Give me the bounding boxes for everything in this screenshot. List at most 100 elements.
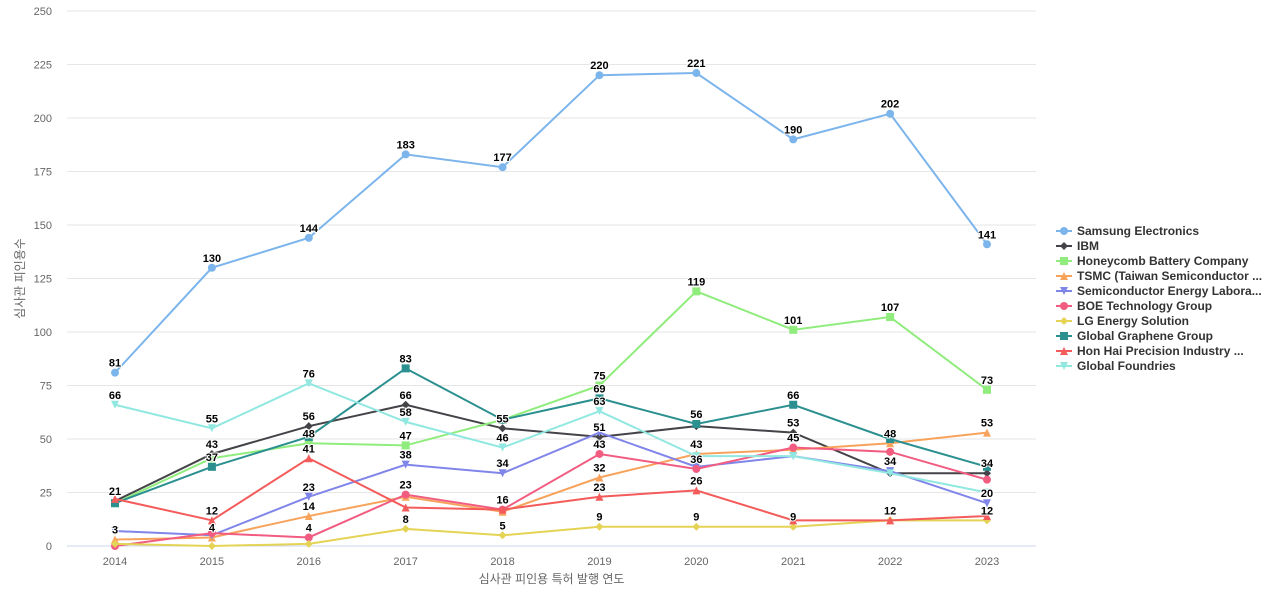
legend-marker-icon	[1060, 317, 1068, 325]
data-label: 81	[109, 358, 121, 370]
data-point	[595, 522, 604, 531]
data-label: 48	[303, 428, 315, 440]
data-point	[595, 449, 604, 458]
data-point	[498, 505, 507, 514]
data-point	[983, 499, 991, 508]
data-label: 41	[303, 443, 315, 455]
data-label: 177	[493, 152, 511, 164]
data-label: 9	[790, 512, 796, 524]
data-label: 69	[593, 383, 605, 395]
data-label: 130	[203, 253, 221, 265]
data-label: 63	[593, 396, 605, 408]
data-point	[983, 240, 991, 249]
data-point	[886, 439, 895, 448]
data-label: 3	[112, 525, 118, 537]
data-label: 76	[303, 368, 315, 380]
data-label: 107	[881, 302, 899, 314]
data-label: 20	[981, 488, 993, 500]
data-label: 220	[590, 60, 608, 72]
data-point	[789, 135, 798, 144]
legend-item: BOE Technology Group	[1077, 299, 1212, 313]
data-label: 53	[981, 418, 993, 430]
data-label: 4	[306, 522, 313, 534]
data-point	[207, 542, 216, 550]
data-point	[111, 535, 119, 544]
data-point	[207, 263, 216, 272]
data-label: 119	[687, 276, 705, 288]
legend-marker-icon	[1060, 347, 1068, 355]
data-point	[595, 428, 604, 437]
data-label: 66	[787, 390, 799, 402]
series-line-1	[114, 403, 987, 502]
data-point	[886, 516, 895, 525]
data-point	[789, 400, 798, 409]
data-point	[304, 439, 313, 448]
x-tick-label: 2022	[878, 556, 902, 568]
x-tick-label: 2016	[297, 556, 321, 568]
data-point	[207, 516, 216, 525]
data-label: 12	[206, 505, 218, 517]
data-label: 12	[981, 505, 993, 517]
legend-item: IBM	[1077, 239, 1099, 253]
y-tick-label: 100	[34, 327, 52, 339]
data-label: 83	[400, 353, 412, 365]
data-label: 73	[981, 375, 993, 387]
data-point	[304, 379, 313, 388]
y-axis-title: 심사관 피인용수	[13, 238, 27, 319]
series-line-7	[114, 367, 988, 505]
data-point	[595, 407, 604, 416]
legend-marker-icon	[1060, 332, 1068, 340]
data-point	[692, 69, 701, 78]
data-label: 46	[496, 433, 508, 445]
data-point	[304, 454, 313, 463]
data-point	[692, 452, 701, 461]
data-point	[207, 424, 216, 433]
y-tick-label: 150	[34, 220, 52, 232]
data-label: 32	[593, 463, 605, 475]
data-label: 45	[787, 433, 799, 445]
data-point	[595, 71, 604, 80]
series-line-2	[114, 290, 988, 505]
data-point	[207, 462, 216, 471]
data-point	[498, 424, 507, 433]
data-point	[983, 512, 991, 521]
data-point	[789, 452, 798, 461]
data-label: 47	[400, 430, 412, 442]
data-point	[304, 432, 313, 441]
x-tick-label: 2023	[975, 556, 999, 568]
legend-marker-icon	[1060, 362, 1068, 370]
data-label: 75	[593, 371, 605, 383]
data-point	[983, 385, 991, 394]
data-label: 53	[787, 418, 799, 430]
data-point	[983, 488, 991, 497]
data-label: 21	[109, 486, 121, 498]
x-tick-label: 2014	[103, 556, 127, 568]
data-label: 4	[209, 522, 216, 534]
data-label: 9	[596, 512, 602, 524]
data-point	[498, 163, 507, 172]
data-label: 23	[593, 482, 605, 494]
data-label: 38	[400, 450, 412, 462]
legend-item: Global Foundries	[1077, 359, 1176, 373]
data-label: 23	[303, 482, 315, 494]
data-label: 43	[690, 439, 702, 451]
data-point	[111, 499, 119, 508]
data-point	[692, 486, 701, 495]
data-point	[304, 492, 313, 501]
data-label: 16	[496, 495, 508, 507]
data-label: 43	[206, 439, 218, 451]
legend-marker-icon	[1060, 272, 1068, 280]
x-tick-label: 2018	[490, 556, 514, 568]
legend-marker-icon	[1060, 227, 1068, 235]
series-line-3	[114, 431, 988, 541]
legend-marker-icon	[1060, 302, 1068, 310]
x-axis-title: 심사관 피인용 특허 발행 연도	[479, 571, 625, 586]
data-point	[595, 473, 604, 482]
x-tick-label: 2017	[393, 556, 417, 568]
data-label: 58	[400, 407, 412, 419]
data-point	[789, 443, 798, 452]
data-point	[692, 464, 701, 473]
series-line-5	[114, 446, 988, 547]
x-tick-label: 2019	[587, 556, 611, 568]
